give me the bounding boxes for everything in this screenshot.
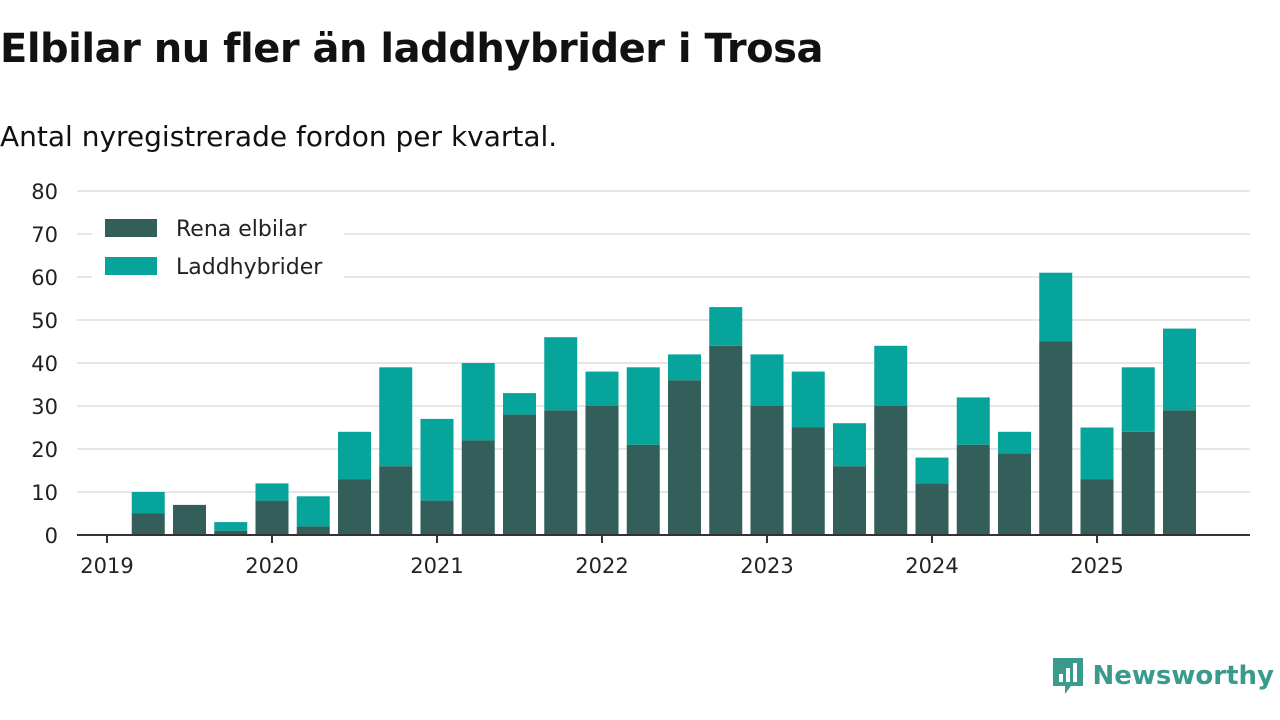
bar-rena-elbilar (1163, 410, 1196, 535)
bar-laddhybrider (998, 431, 1031, 454)
bar-laddhybrider (461, 363, 495, 441)
y-tick-label: 30 (31, 395, 58, 419)
bar-laddhybrider (833, 423, 866, 467)
bar-rena-elbilar (626, 444, 660, 535)
y-tick-label: 20 (31, 438, 58, 462)
legend: Rena elbilar Laddhybrider (92, 205, 344, 287)
y-tick-label: 50 (31, 309, 58, 333)
x-tick-label: 2023 (740, 554, 793, 578)
bar-laddhybrider (131, 492, 165, 514)
chart-subtitle: Antal nyregistrerade fordon per kvartal. (0, 120, 558, 153)
legend-swatch-rena-elbilar (105, 219, 157, 237)
bar-laddhybrider (750, 354, 784, 406)
bar-rena-elbilar (338, 479, 371, 535)
bar-rena-elbilar (255, 500, 289, 535)
bar-laddhybrider (709, 307, 743, 346)
bar-rena-elbilar (956, 444, 990, 535)
bar-laddhybrider (420, 418, 454, 501)
bar-rena-elbilar (214, 530, 248, 535)
bar-rena-elbilar (1039, 341, 1073, 535)
bar-laddhybrider (956, 397, 990, 445)
bar-laddhybrider (1080, 427, 1114, 480)
bar-laddhybrider (791, 371, 825, 428)
newsworthy-logo: Newsworthy (1051, 656, 1274, 696)
y-tick-label: 70 (31, 223, 58, 247)
bar-laddhybrider (296, 496, 330, 527)
bar-rena-elbilar (668, 380, 701, 535)
bar-laddhybrider (255, 483, 289, 501)
bar-rena-elbilar (750, 406, 784, 535)
bar-laddhybrider (668, 354, 701, 381)
chart-title: Elbilar nu fler än laddhybrider i Trosa (0, 26, 823, 72)
bar-rena-elbilar (131, 513, 165, 535)
y-tick-label: 60 (31, 266, 58, 290)
y-tick-label: 40 (31, 352, 58, 376)
brand-name: Newsworthy (1092, 661, 1274, 691)
bar-laddhybrider (1039, 272, 1073, 342)
bar-rena-elbilar (296, 526, 330, 535)
bar-rena-elbilar (833, 466, 866, 535)
bar-laddhybrider (503, 393, 536, 415)
bar-laddhybrider (544, 337, 578, 411)
x-tick-label: 2022 (575, 554, 628, 578)
bar-laddhybrider (1163, 328, 1196, 411)
bar-laddhybrider (874, 345, 908, 406)
bar-laddhybrider (338, 431, 371, 480)
x-tick-label: 2020 (245, 554, 298, 578)
legend-label-rena-elbilar: Rena elbilar (176, 217, 308, 242)
bar-rena-elbilar (173, 504, 206, 535)
bars (131, 272, 1196, 535)
bar-rena-elbilar (709, 345, 743, 535)
bar-rena-elbilar (998, 453, 1031, 535)
bar-rena-elbilar (461, 440, 495, 535)
bar-laddhybrider (626, 367, 660, 445)
newsworthy-logo-icon (1052, 658, 1083, 694)
bar-rena-elbilar (585, 406, 619, 535)
x-axis: 2019 2020 2021 2022 2023 2024 2025 (77, 534, 1250, 578)
y-tick-label: 0 (45, 524, 58, 548)
bar-rena-elbilar (544, 410, 578, 535)
bar-rena-elbilar (503, 414, 536, 535)
y-tick-label: 10 (31, 481, 58, 505)
y-tick-label: 80 (31, 180, 58, 204)
bar-laddhybrider (214, 522, 248, 531)
bar-laddhybrider (585, 371, 619, 406)
bar-rena-elbilar (915, 483, 949, 535)
bar-rena-elbilar (791, 427, 825, 535)
bar-laddhybrider (379, 367, 413, 467)
x-tick-label: 2024 (905, 554, 958, 578)
bar-rena-elbilar (874, 406, 908, 535)
bar-laddhybrider (915, 457, 949, 484)
bar-rena-elbilar (1121, 431, 1155, 535)
x-tick-label: 2025 (1070, 554, 1123, 578)
bar-laddhybrider (1121, 367, 1155, 432)
y-axis-ticks: 0 10 20 30 40 50 60 70 80 (31, 180, 58, 548)
bar-rena-elbilar (1080, 479, 1114, 535)
x-tick-label: 2019 (80, 554, 133, 578)
bar-rena-elbilar (420, 500, 454, 535)
legend-label-laddhybrider: Laddhybrider (176, 255, 323, 280)
x-tick-label: 2021 (410, 554, 463, 578)
bar-rena-elbilar (379, 466, 413, 535)
legend-swatch-laddhybrider (105, 257, 157, 275)
